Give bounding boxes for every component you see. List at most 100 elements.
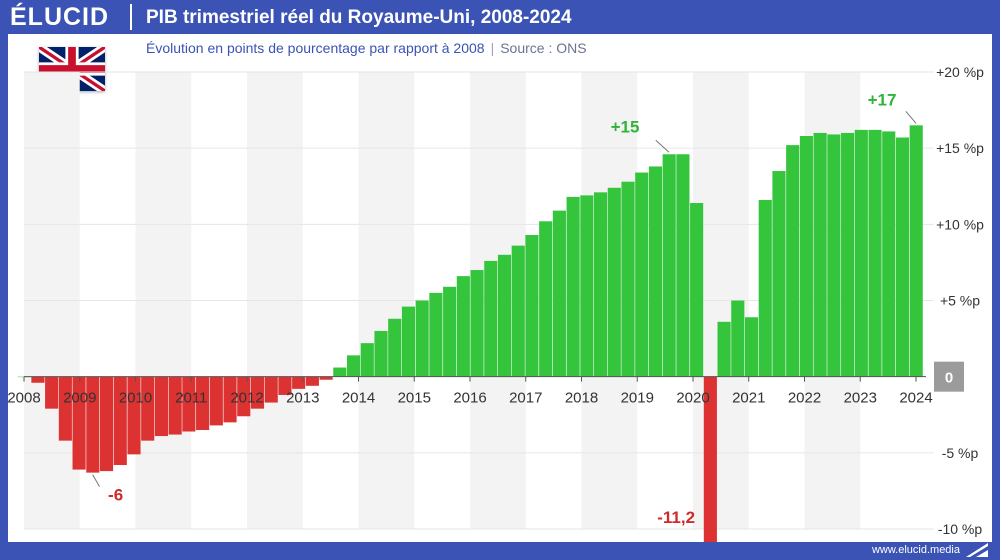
- bar: [882, 131, 896, 377]
- x-tick-label: 2018: [565, 390, 598, 407]
- bar: [607, 187, 621, 377]
- bar: [346, 355, 361, 377]
- bar: [594, 192, 608, 377]
- bar: [456, 276, 470, 377]
- bar: [127, 376, 141, 455]
- y-tick-label: -5 %p: [942, 445, 979, 461]
- bar: [264, 376, 278, 403]
- bar: [909, 125, 923, 377]
- bar: [676, 154, 690, 377]
- bar: [799, 135, 813, 377]
- bar: [539, 221, 553, 377]
- bar: [621, 181, 635, 377]
- bar: [99, 376, 114, 472]
- bar: [580, 195, 594, 377]
- bar: [168, 376, 182, 435]
- bar: [319, 376, 333, 380]
- bar: [374, 330, 388, 377]
- bar: [86, 376, 100, 473]
- bar: [58, 376, 72, 441]
- bar: [388, 318, 402, 377]
- y-tick-label: +5 %p: [940, 293, 980, 309]
- elucid-logo[interactable]: ÉLUCID: [10, 3, 110, 31]
- header-divider: [130, 4, 132, 30]
- footer: www.elucid.media: [0, 542, 1000, 560]
- bar: [648, 166, 663, 377]
- x-tick-label: 2009: [63, 390, 96, 407]
- x-tick-label: 2011: [175, 390, 207, 407]
- bar: [854, 129, 868, 377]
- site-url[interactable]: www.elucid.media: [871, 544, 960, 556]
- bar: [237, 376, 251, 417]
- bar: [827, 134, 841, 377]
- bar: [813, 132, 827, 377]
- chart-subtitle: Évolution en points de pourcentage par r…: [146, 38, 587, 58]
- annotation-leader: [92, 474, 100, 487]
- bar: [401, 306, 416, 377]
- bar: [443, 286, 457, 377]
- x-tick-label: 2012: [230, 390, 263, 407]
- header-bar: ÉLUCID PIB trimestriel réel du Royaume-U…: [0, 0, 1000, 34]
- x-tick-label: 2013: [286, 390, 319, 407]
- x-tick-label: 2023: [844, 390, 877, 407]
- annotation-leader: [655, 139, 670, 153]
- x-tick-label: 2017: [509, 390, 542, 407]
- bar: [333, 367, 347, 377]
- annotation-label: +15: [611, 117, 640, 136]
- bar: [305, 376, 319, 386]
- bar: [31, 376, 45, 383]
- bar: [484, 260, 498, 377]
- y-tick-label: 0: [945, 370, 953, 387]
- x-tick-label: 2022: [788, 390, 821, 407]
- x-tick-label: 2019: [621, 390, 654, 407]
- bar: [113, 376, 127, 466]
- bar: [744, 317, 759, 377]
- bar: [292, 376, 306, 389]
- chart-title: PIB trimestriel réel du Royaume-Uni, 200…: [146, 7, 572, 28]
- bar: [415, 300, 429, 377]
- bar: [72, 376, 86, 470]
- bar: [250, 376, 265, 409]
- bar: [223, 376, 237, 423]
- bar: [196, 376, 210, 430]
- bar: [209, 376, 223, 426]
- x-tick-label: 2024: [899, 390, 932, 407]
- subtitle-text: Évolution en points de pourcentage par r…: [146, 40, 485, 56]
- x-tick-label: 2016: [453, 390, 486, 407]
- subtitle-separator: |: [490, 40, 495, 56]
- y-tick-label: +20 %p: [936, 64, 984, 80]
- annotation-label: -11,2: [657, 508, 695, 527]
- x-tick-label: 2021: [732, 390, 765, 407]
- bar: [360, 343, 374, 377]
- y-tick-label: +15 %p: [936, 140, 984, 156]
- bar: [703, 376, 717, 542]
- bar: [717, 321, 731, 377]
- annotation-leader: [905, 110, 917, 124]
- y-tick-label: -10 %p: [938, 521, 983, 537]
- bar: [182, 376, 196, 432]
- bar: [429, 292, 443, 377]
- x-tick-label: 2008: [7, 390, 40, 407]
- bar: [497, 254, 512, 377]
- bar: [470, 270, 484, 377]
- bar: [511, 245, 525, 377]
- y-tick-label: +10 %p: [936, 216, 984, 232]
- bar: [525, 234, 539, 377]
- bar: [141, 376, 155, 441]
- zero-label-box: [934, 361, 964, 392]
- bar: [758, 199, 772, 377]
- elucid-mark-icon: [966, 543, 988, 557]
- chart-plot: 2008 2009 2010 2011 2012 2013 2014 2015 2016 2017…: [7, 64, 984, 542]
- x-tick-label: 2015: [398, 390, 431, 407]
- annotation-label: +17: [868, 90, 897, 109]
- x-tick-label: 2014: [342, 390, 375, 407]
- annotation-label: -6: [108, 486, 123, 505]
- bar: [566, 196, 580, 377]
- bar: [731, 300, 745, 377]
- bar: [45, 376, 59, 409]
- bar: [635, 172, 649, 377]
- bar: [552, 210, 566, 377]
- bar: [895, 137, 910, 377]
- bar: [278, 376, 292, 395]
- x-tick-label: 2020: [676, 390, 709, 407]
